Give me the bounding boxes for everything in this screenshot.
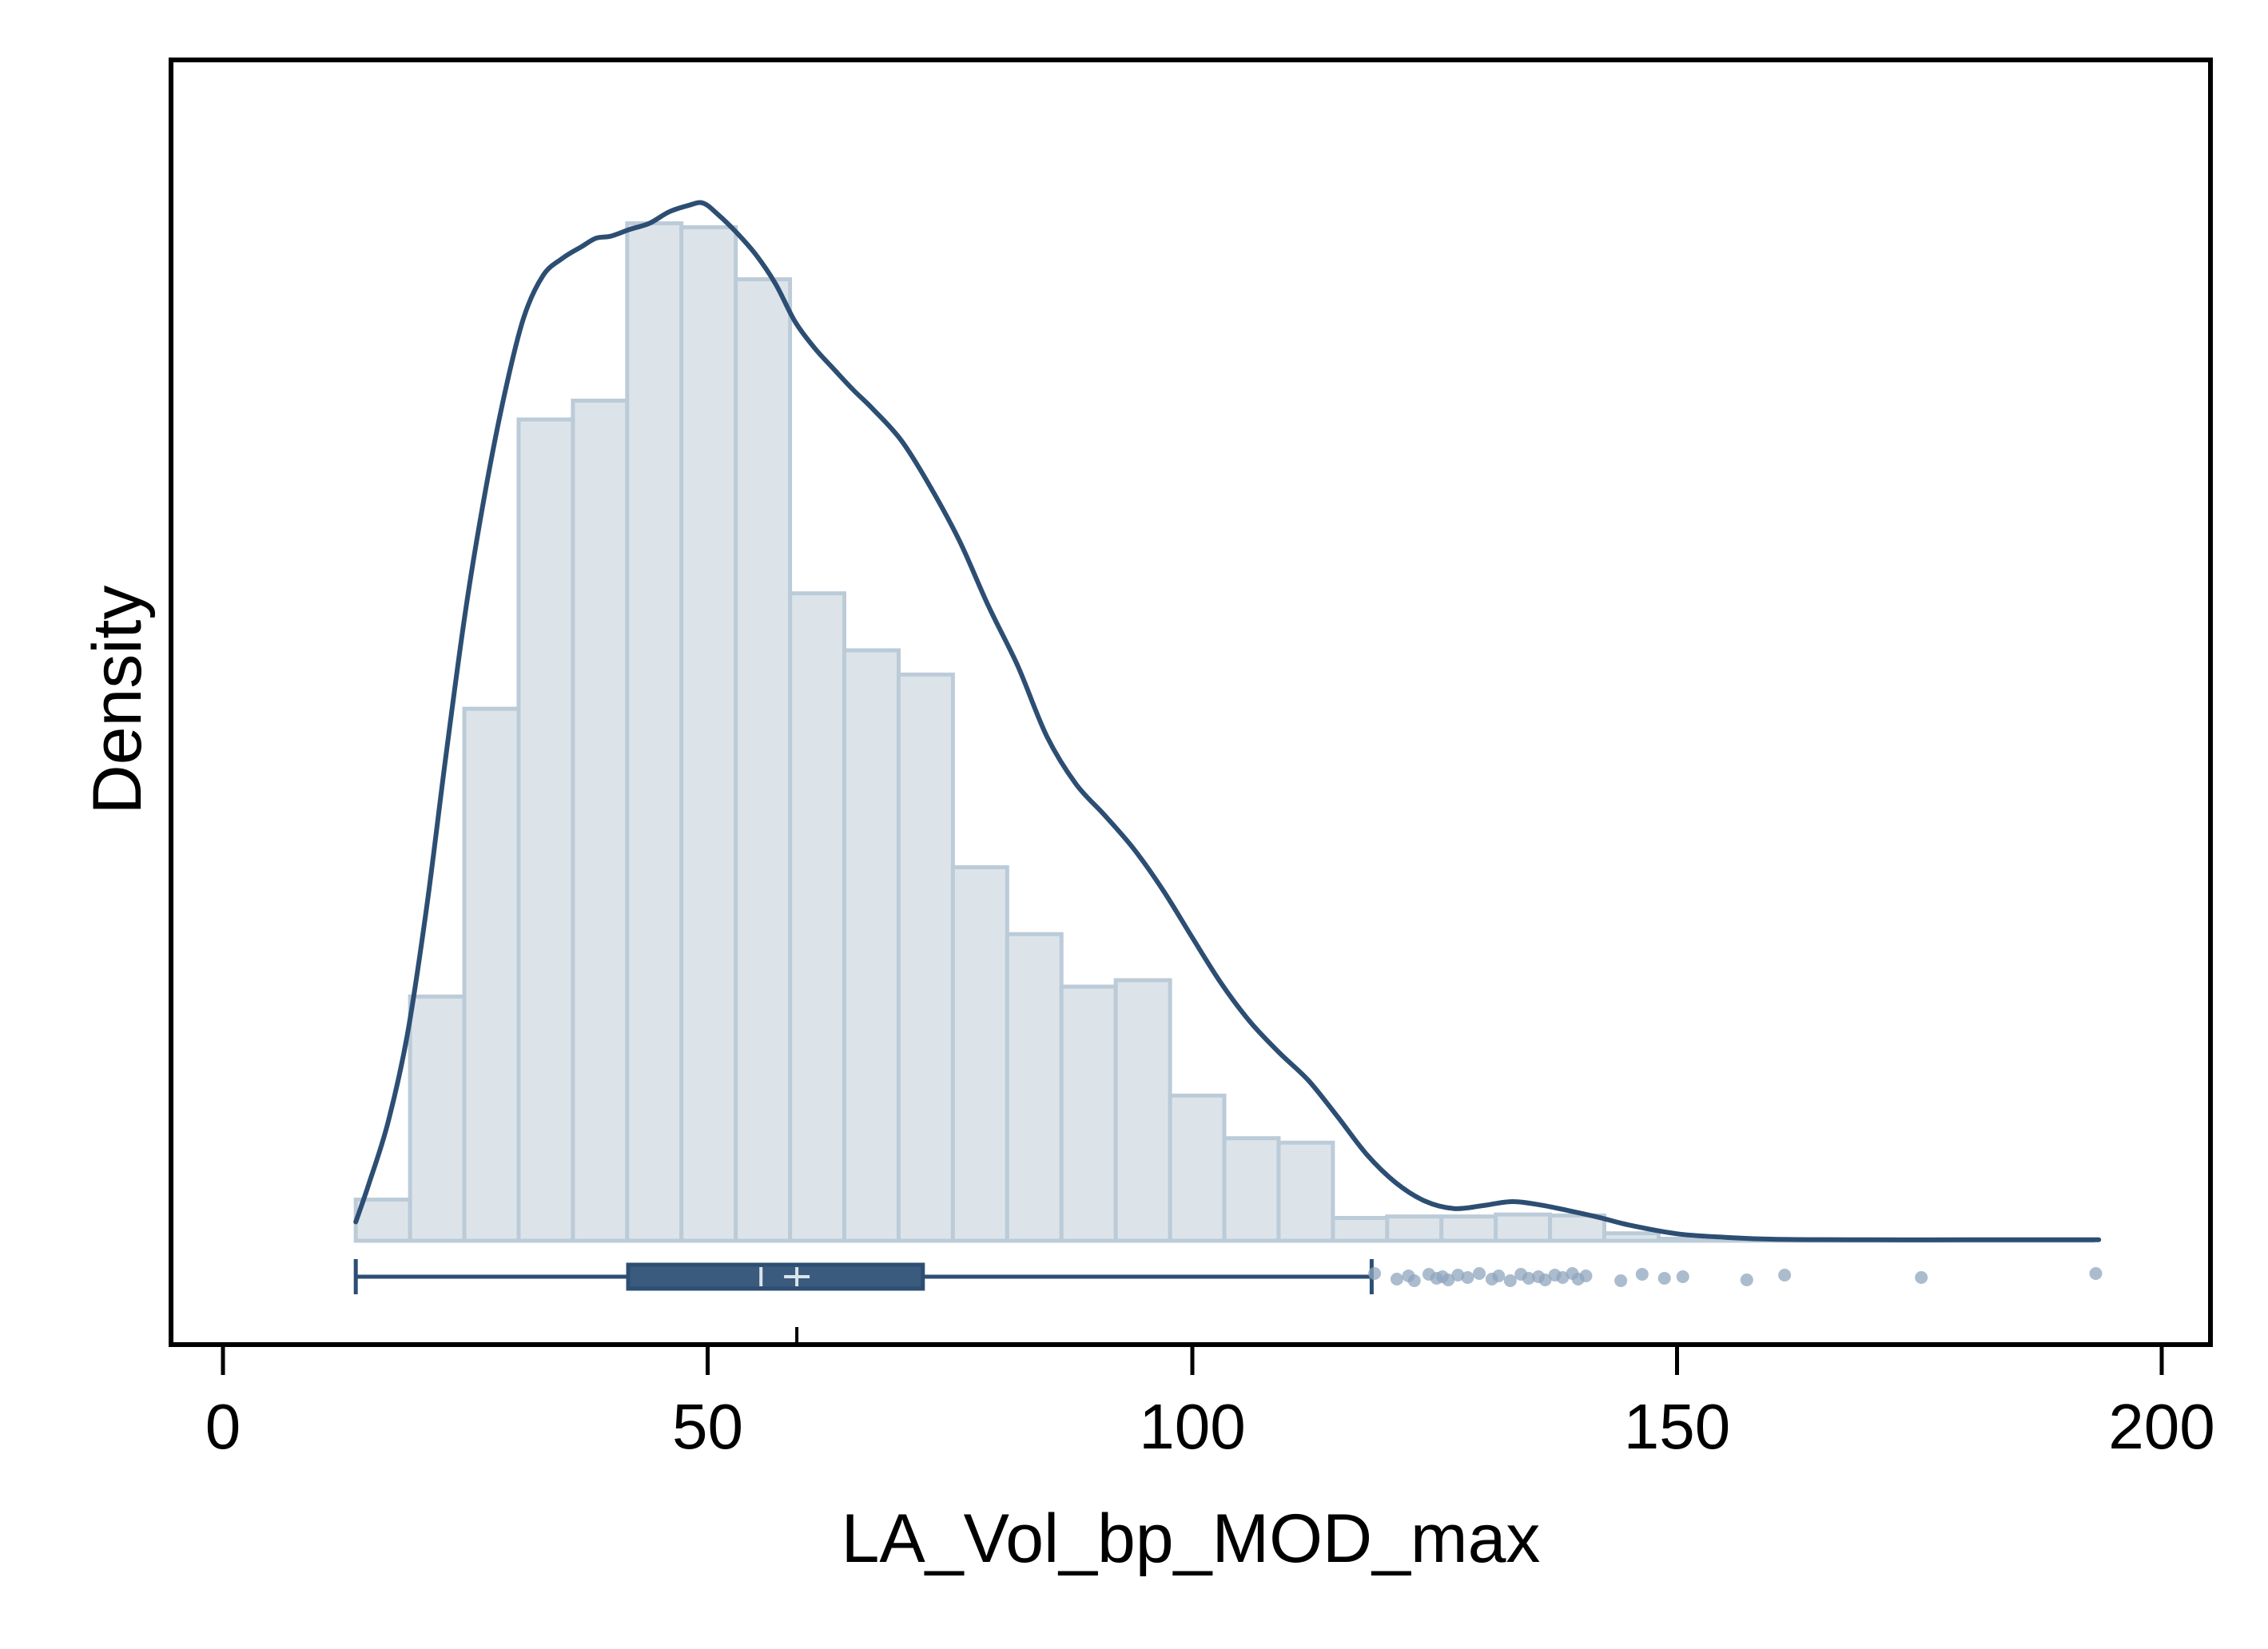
histogram-bar — [625, 221, 684, 1243]
outlier-point — [1503, 1274, 1517, 1287]
x-tick-label: 200 — [2108, 1391, 2214, 1462]
boxplot-outliers — [1368, 1267, 2103, 1287]
box-iqr — [626, 1262, 925, 1291]
histogram-bar — [408, 994, 467, 1243]
outlier-point — [1915, 1271, 1928, 1284]
histogram-bar — [788, 591, 847, 1243]
histogram-bar — [571, 398, 630, 1243]
x-tick-label: 100 — [1139, 1391, 1245, 1462]
outlier-point — [1778, 1269, 1792, 1281]
outlier-point — [1676, 1270, 1689, 1283]
histogram-bar — [679, 225, 738, 1243]
x-tick-label: 0 — [205, 1391, 241, 1462]
histogram-bar — [842, 648, 901, 1243]
histogram-bar — [462, 706, 521, 1243]
histogram-bar — [1494, 1212, 1553, 1243]
density-curve — [353, 200, 2102, 1242]
outlier-point — [2089, 1267, 2103, 1280]
x-tick-label: 50 — [672, 1391, 743, 1462]
outlier-point — [1740, 1274, 1753, 1286]
histogram-bar — [1331, 1215, 1390, 1243]
outlier-point — [1635, 1268, 1649, 1281]
histogram-bar — [1005, 932, 1064, 1243]
x-tick-label: 150 — [1624, 1391, 1730, 1462]
histogram-bar — [1602, 1231, 1661, 1243]
histogram-bars — [353, 221, 2095, 1243]
outlier-point — [1442, 1274, 1455, 1286]
outlier-point — [1407, 1274, 1421, 1287]
histogram-bar — [734, 277, 793, 1243]
outlier-point — [1538, 1274, 1552, 1286]
histogram-bar — [1276, 1140, 1335, 1243]
outlier-point — [1522, 1272, 1535, 1285]
x-axis-ticks: 0 50 100 150 200 — [205, 1327, 2215, 1462]
outlier-point — [1492, 1270, 1506, 1282]
outlier-point — [1390, 1273, 1403, 1285]
histogram-bar — [516, 417, 575, 1243]
y-axis-title: Density — [79, 586, 156, 815]
outlier-point — [1461, 1271, 1474, 1284]
histogram-bar — [1113, 978, 1172, 1243]
outlier-point — [1451, 1269, 1465, 1281]
histogram-bar — [1548, 1213, 1607, 1243]
histogram-bar — [1222, 1136, 1281, 1243]
histogram-bar — [1059, 984, 1118, 1243]
outlier-point — [1473, 1267, 1486, 1280]
histogram-bar — [1168, 1093, 1227, 1243]
outlier-point — [1614, 1274, 1628, 1287]
histogram-bar — [1656, 1237, 1715, 1243]
x-axis-title: LA_Vol_bp_MOD_max — [842, 1500, 1541, 1577]
outlier-point — [1368, 1267, 1382, 1280]
outlier-point — [1657, 1272, 1671, 1285]
histogram-bar — [896, 672, 955, 1243]
outlier-point — [1556, 1271, 1570, 1284]
histogram-bar — [1385, 1214, 1444, 1243]
histogram-bar — [1439, 1214, 1498, 1243]
outlier-point — [1579, 1270, 1593, 1282]
histogram-bar — [950, 865, 1009, 1243]
